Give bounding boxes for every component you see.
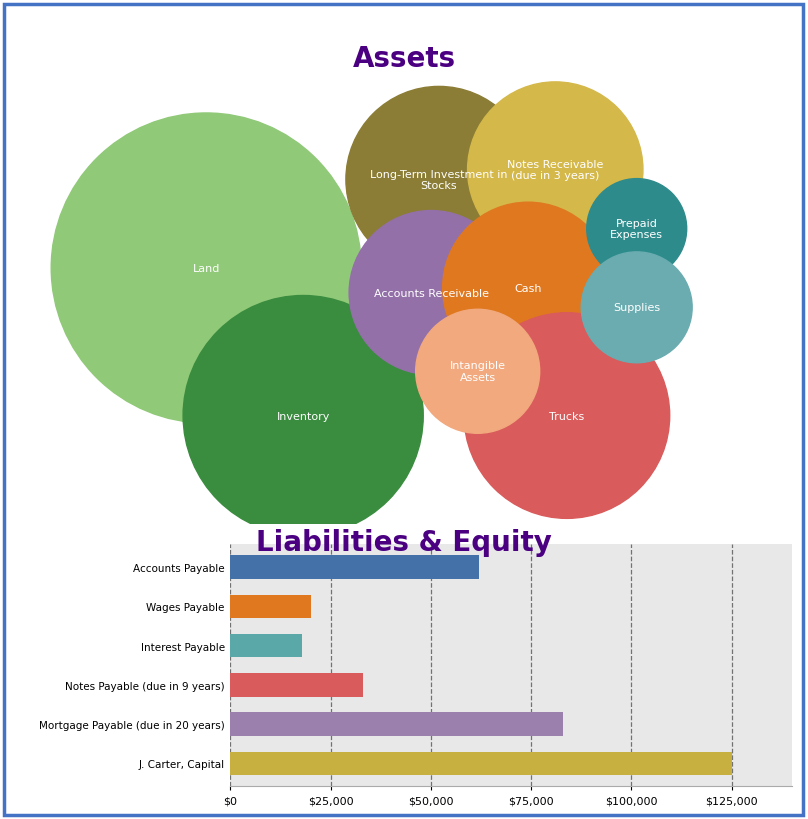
Circle shape xyxy=(468,83,643,258)
Text: Accounts Receivable: Accounts Receivable xyxy=(373,288,489,298)
Text: Notes Receivable
(due in 3 years): Notes Receivable (due in 3 years) xyxy=(507,160,604,181)
Circle shape xyxy=(464,314,670,518)
Text: Prepaid
Expenses: Prepaid Expenses xyxy=(610,219,663,240)
Text: Long-Term Investment in
Stocks: Long-Term Investment in Stocks xyxy=(370,170,507,191)
Text: Intangible
Assets: Intangible Assets xyxy=(450,361,506,382)
Circle shape xyxy=(415,310,540,434)
Text: Cash: Cash xyxy=(515,283,542,293)
Circle shape xyxy=(587,179,687,279)
Circle shape xyxy=(581,252,692,364)
Circle shape xyxy=(51,114,361,423)
Bar xyxy=(230,555,479,579)
Text: Inventory: Inventory xyxy=(276,411,330,421)
Bar xyxy=(230,634,302,658)
Circle shape xyxy=(346,88,532,273)
Circle shape xyxy=(349,211,513,375)
Text: Trucks: Trucks xyxy=(549,411,584,421)
Bar xyxy=(230,673,363,697)
Text: Land: Land xyxy=(192,264,220,274)
Bar xyxy=(230,713,563,736)
Circle shape xyxy=(183,296,423,536)
Text: Supplies: Supplies xyxy=(613,303,660,313)
Text: Assets: Assets xyxy=(352,45,456,73)
Circle shape xyxy=(443,203,613,373)
Bar xyxy=(230,595,310,618)
Bar xyxy=(230,752,732,776)
Text: Liabilities & Equity: Liabilities & Equity xyxy=(256,528,552,556)
